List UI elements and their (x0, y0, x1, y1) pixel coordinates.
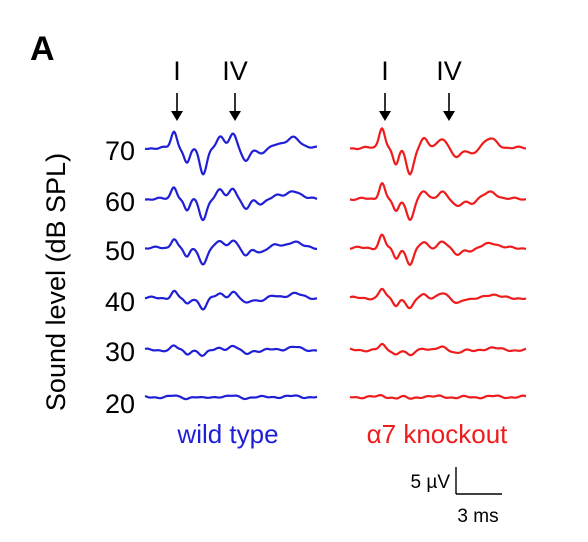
level-label-70: 70 (105, 136, 135, 166)
series-label-wild-type: wild type (176, 419, 278, 449)
trace-wild-type-50 (144, 238, 318, 266)
trace-wild-type-20 (144, 394, 318, 401)
wave-iv-label-knockout: IV (436, 56, 462, 86)
trace-wild-type-60 (144, 186, 318, 222)
wave-iv-label-wild-type: IV (222, 56, 248, 86)
wave-i-arrowhead-wild-type (171, 111, 183, 121)
level-label-50: 50 (105, 236, 135, 266)
scale-bar-amplitude-label: 5 µV (411, 472, 451, 493)
y-axis-label: Sound level (dB SPL) (41, 153, 71, 411)
wave-iv-arrowhead-wild-type (229, 111, 241, 121)
trace-wild-type-70 (144, 130, 318, 176)
trace-group (144, 127, 527, 401)
trace-knockout-20 (349, 394, 527, 400)
wave-i-label-knockout: I (381, 56, 389, 86)
trace-wild-type-30 (144, 344, 318, 357)
wave-iv-arrowhead-knockout (443, 111, 455, 121)
series-label-knockout: α7 knockout (367, 419, 509, 449)
trace-knockout-60 (349, 182, 527, 221)
level-label-30: 30 (105, 337, 135, 367)
level-label-20: 20 (105, 389, 135, 419)
trace-wild-type-40 (144, 289, 318, 311)
scale-bar-time-label: 3 ms (457, 506, 498, 527)
wave-i-arrowhead-knockout (379, 111, 391, 121)
level-label-60: 60 (105, 187, 135, 217)
wave-i-label-wild-type: I (173, 56, 181, 86)
trace-knockout-70 (349, 127, 527, 176)
trace-knockout-50 (349, 233, 527, 266)
trace-knockout-30 (349, 342, 527, 357)
panel-label: A (30, 30, 55, 68)
trace-knockout-40 (349, 287, 527, 310)
level-label-40: 40 (105, 287, 135, 317)
level-tick-labels: 70 60 50 40 30 20 (105, 136, 135, 419)
